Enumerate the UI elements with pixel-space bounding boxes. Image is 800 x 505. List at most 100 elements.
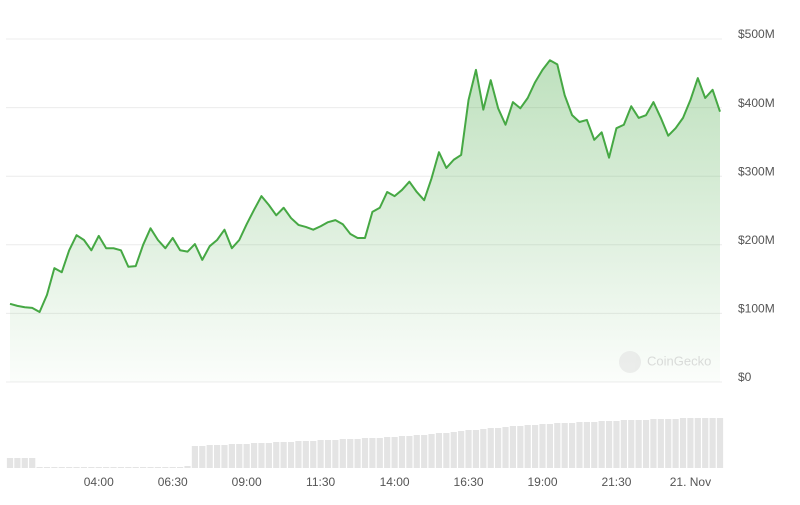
volume-bar	[421, 435, 428, 468]
volume-bar	[6, 458, 14, 468]
volume-bar	[88, 467, 95, 468]
volume-bar	[465, 430, 472, 468]
volume-bar	[43, 467, 51, 468]
volume-bar	[324, 440, 332, 468]
volume-bar	[236, 444, 243, 468]
volume-bar	[480, 429, 487, 468]
volume-bar	[665, 419, 672, 468]
volume-bar	[132, 467, 139, 468]
y-tick-label: $400M	[738, 96, 775, 110]
volume-bar	[398, 436, 406, 468]
volume-bar	[154, 467, 162, 468]
y-tick-label: $0	[738, 370, 752, 384]
volume-bar	[125, 467, 132, 468]
volume-bar	[265, 443, 272, 468]
volume-bar	[162, 467, 169, 468]
x-tick-label: 11:30	[306, 475, 335, 489]
volume-bar	[694, 418, 701, 468]
volume-bar	[406, 436, 413, 468]
volume-bar	[509, 426, 517, 468]
watermark-text: CoinGecko	[647, 353, 711, 368]
y-tick-label: $100M	[738, 302, 775, 316]
volume-bar	[687, 418, 694, 468]
volume-bar	[495, 428, 502, 468]
volume-bar	[458, 431, 465, 468]
volume-bar	[532, 425, 539, 468]
volume-bar	[103, 467, 110, 468]
volume-bar	[672, 419, 679, 468]
line	[9, 59, 721, 314]
volume-bar	[391, 437, 398, 468]
volume-bar	[657, 419, 664, 468]
volume-bar	[58, 467, 65, 468]
volume-bar	[184, 466, 191, 468]
volume-bar	[642, 420, 650, 468]
volume-bar	[80, 467, 88, 468]
volume-bar	[443, 433, 450, 468]
y-tick-label: $200M	[738, 233, 775, 247]
volume-bar	[591, 422, 598, 468]
watermark: CoinGecko	[619, 351, 711, 373]
volume-bar	[650, 419, 657, 468]
x-tick-label: 21. Nov	[670, 475, 711, 489]
volume-bar	[302, 441, 309, 468]
volume-bar	[576, 422, 583, 468]
volume-bar	[287, 442, 295, 468]
volume-bar	[598, 421, 605, 468]
volume-bar	[206, 445, 213, 468]
volume-bar	[487, 428, 494, 468]
volume-bar	[561, 423, 568, 468]
volume-bar	[716, 418, 724, 468]
volume-bar	[376, 438, 383, 468]
volume-bar	[413, 435, 420, 468]
volume-bar	[21, 458, 28, 468]
volume-bar	[273, 442, 280, 468]
area	[10, 60, 720, 383]
volume-bar	[117, 467, 125, 468]
x-tick-label: 09:00	[232, 475, 262, 489]
volume-bar	[369, 438, 376, 468]
x-tick-label: 14:00	[380, 475, 410, 489]
volume-bar	[66, 467, 73, 468]
volume-bar	[628, 420, 635, 468]
volume-bar	[635, 420, 642, 468]
volume-bar	[472, 430, 480, 468]
volume-bar	[147, 467, 154, 468]
volume-bar	[213, 445, 221, 468]
watermark-icon	[619, 351, 641, 373]
volume-bar	[199, 446, 206, 468]
volume-bar	[250, 443, 258, 468]
volume-bar	[361, 438, 369, 468]
volume-bar	[243, 444, 250, 468]
volume-bar	[36, 467, 43, 468]
volume-bar	[332, 440, 339, 468]
volume-bar	[280, 442, 287, 468]
volume-bar	[679, 418, 687, 468]
volume-bar	[95, 467, 102, 468]
volume-bar	[702, 418, 709, 468]
volume-bar	[29, 458, 36, 468]
volume-bar	[295, 441, 302, 468]
volume-bar	[51, 467, 58, 468]
volume-bar	[384, 437, 391, 468]
x-tick-label: 19:00	[527, 475, 557, 489]
volume-bar	[546, 424, 553, 468]
x-tick-label: 21:30	[601, 475, 631, 489]
volume-bar	[140, 467, 147, 468]
volume-bar	[568, 423, 576, 468]
volume-bar	[502, 427, 509, 468]
volume-bar	[339, 439, 346, 468]
volume-bar	[428, 434, 435, 468]
volume-bar	[221, 445, 228, 468]
volume-bar	[73, 467, 80, 468]
volume-bar	[554, 423, 561, 468]
volume-bar	[347, 439, 354, 468]
volume-bar	[620, 420, 627, 468]
volume-bar	[14, 458, 21, 468]
volume-bar	[583, 422, 590, 468]
volume-bar	[539, 424, 546, 468]
volume-bar	[177, 467, 184, 468]
volume-bar	[110, 467, 117, 468]
volume-bar	[524, 425, 531, 468]
